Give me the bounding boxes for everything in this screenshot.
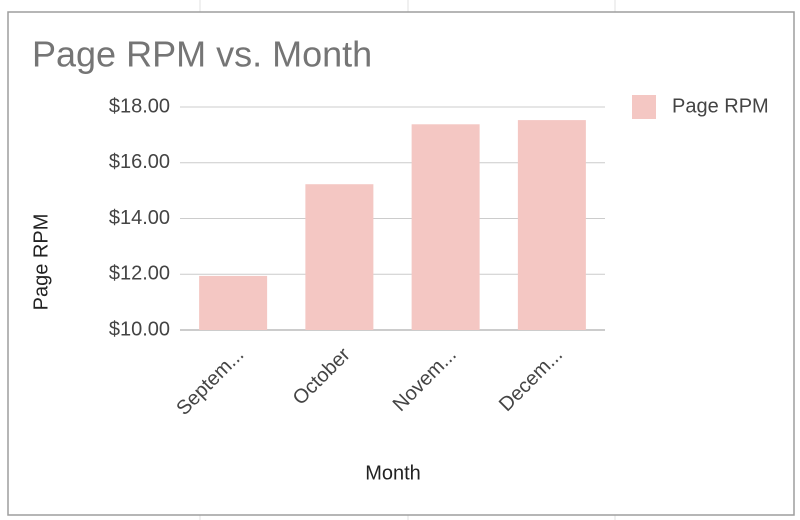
chart-frame[interactable] <box>7 11 795 516</box>
legend-label: Page RPM <box>672 95 769 117</box>
x-axis-label: Month <box>365 462 421 484</box>
legend-swatch <box>632 95 656 119</box>
bar <box>517 120 586 330</box>
bar <box>305 184 374 330</box>
y-tick-label: $10.00 <box>109 318 170 340</box>
y-tick-label: $12.00 <box>109 263 170 285</box>
y-axis-label: Page RPM <box>30 214 52 311</box>
bar <box>199 275 268 330</box>
bar <box>411 124 480 330</box>
y-tick-label: $16.00 <box>109 151 170 173</box>
y-tick-label: $18.00 <box>109 95 170 117</box>
chart-title: Page RPM vs. Month <box>32 34 372 75</box>
sheet-grid <box>199 0 616 520</box>
y-tick-label: $14.00 <box>109 207 170 229</box>
